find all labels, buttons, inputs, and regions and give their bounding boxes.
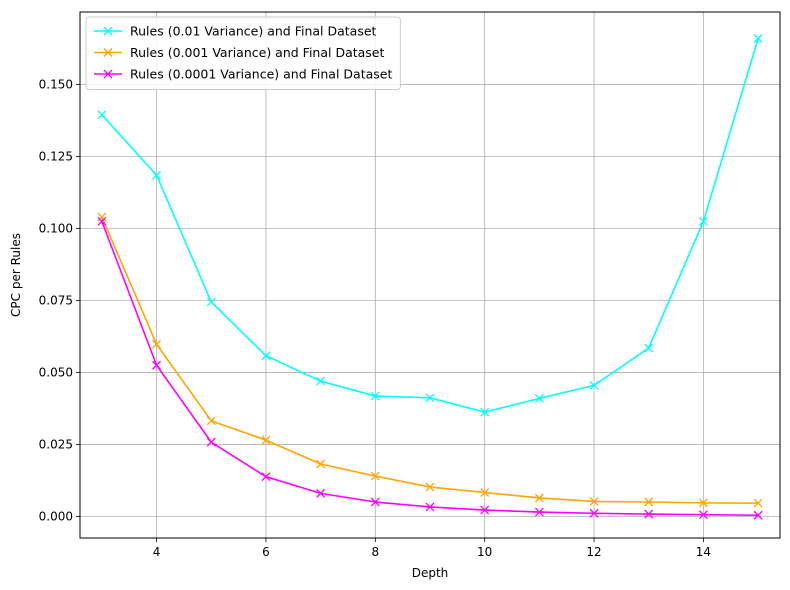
data-point [753, 498, 763, 508]
y-tick-label: 0.000 [39, 509, 73, 523]
data-point [370, 391, 380, 401]
y-tick-label: 0.050 [39, 365, 73, 379]
data-point [698, 216, 708, 226]
data-point [152, 360, 162, 370]
legend: Rules (0.01 Variance) and Final Dataset R… [85, 16, 401, 90]
data-point [753, 34, 763, 43]
data-point [261, 472, 271, 482]
legend-marker [103, 48, 113, 57]
y-tick-label: 0.075 [39, 293, 73, 307]
legend-label: Rules (0.001 Variance) and Final Dataset [130, 45, 384, 60]
legend-entry: Rules (0.01 Variance) and Final Dataset [94, 24, 377, 39]
data-point [480, 488, 490, 497]
data-point [261, 435, 271, 445]
x-axis-label: Depth [412, 566, 449, 580]
data-point [425, 502, 435, 512]
data-point [316, 488, 326, 498]
legend-marker [103, 69, 113, 79]
x-tick-label: 8 [371, 545, 379, 559]
data-point [589, 508, 599, 518]
y-tick-label: 0.100 [39, 222, 73, 236]
grid [80, 12, 780, 538]
data-point [698, 498, 708, 508]
data-point [316, 376, 326, 386]
x-tick-label: 4 [153, 545, 161, 559]
data-point [425, 482, 435, 492]
data-point [644, 343, 654, 353]
data-point [480, 505, 490, 515]
data-point [589, 496, 599, 506]
ticks: 4 6 8 10 12 14 0.000 0.025 0.050 0.075 0.100 0.125 0… [39, 78, 711, 559]
data-point [370, 497, 380, 507]
data-point [425, 393, 435, 403]
data-point [644, 497, 654, 507]
data-point [97, 110, 107, 120]
series-layer [97, 34, 763, 520]
series-3 [97, 216, 763, 520]
series-1 [97, 34, 763, 417]
data-point [316, 459, 326, 469]
data-point [534, 393, 544, 403]
data-point [370, 471, 380, 481]
plot-frame [79, 11, 781, 539]
data-point [206, 437, 216, 447]
data-point [261, 351, 271, 361]
legend-marker [103, 26, 113, 36]
data-point [97, 216, 107, 226]
x-tick-label: 12 [586, 545, 601, 559]
data-point [480, 407, 490, 417]
data-point [644, 509, 654, 519]
data-point [206, 416, 216, 426]
data-point [152, 170, 162, 180]
x-tick-label: 10 [477, 545, 492, 559]
data-point [534, 493, 544, 503]
data-point [206, 297, 216, 307]
data-point [753, 510, 763, 520]
data-point [698, 510, 708, 520]
series-2 [97, 212, 763, 508]
legend-box [85, 16, 401, 90]
y-axis-label: CPC per Rules [9, 233, 23, 317]
y-tick-label: 0.025 [39, 437, 73, 451]
legend-entry: Rules (0.0001 Variance) and Final Datase… [94, 67, 392, 82]
data-point [589, 380, 599, 390]
data-point [97, 212, 107, 222]
legend-label: Rules (0.01 Variance) and Final Dataset [130, 24, 377, 39]
x-tick-label: 6 [262, 545, 270, 559]
data-point [152, 339, 162, 349]
series-line [101, 221, 759, 517]
series-line [101, 216, 759, 504]
legend-label: Rules (0.0001 Variance) and Final Datase… [130, 67, 392, 82]
y-tick-label: 0.125 [39, 150, 73, 164]
data-point [534, 507, 544, 517]
x-tick-label: 14 [696, 545, 711, 559]
y-tick-label: 0.150 [39, 78, 73, 92]
legend-entry: Rules (0.001 Variance) and Final Dataset [94, 45, 384, 60]
series-line [101, 38, 759, 414]
